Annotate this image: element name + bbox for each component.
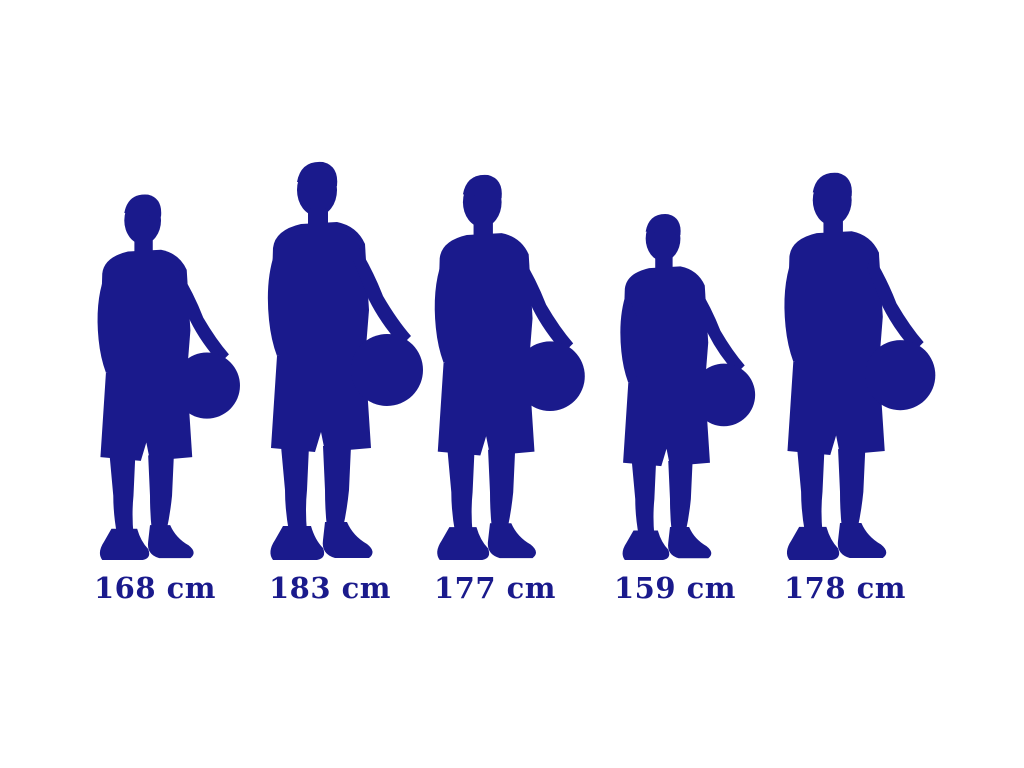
height-label: 183 cm [269,571,391,605]
player-silhouette-icon [434,174,585,560]
labels-group: 168 cm 183 cm 177 cm 159 cm 178 cm [94,571,906,605]
height-label: 168 cm [94,571,216,605]
player-silhouette-icon [620,214,756,560]
players-group [97,161,936,561]
height-label: 159 cm [614,571,736,605]
height-label: 178 cm [784,571,906,605]
player-silhouette-icon [97,194,240,560]
height-label: 177 cm [434,571,556,605]
player-silhouette-icon [784,172,936,560]
player-silhouette-icon [267,161,423,561]
